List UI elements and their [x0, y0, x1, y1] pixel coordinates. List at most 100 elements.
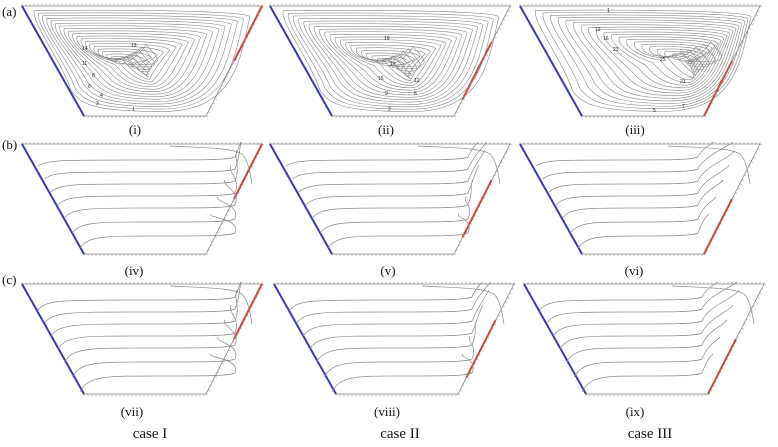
grid-tick — [743, 323, 746, 325]
isotherm — [79, 353, 236, 393]
grid-tick — [226, 214, 229, 216]
contour-value-label: 8 — [92, 73, 95, 79]
cavity-outline — [269, 143, 511, 255]
streamline — [85, 40, 177, 83]
isotherm — [323, 336, 475, 378]
contour-value-label: 2 — [388, 107, 391, 113]
grid-tick — [759, 143, 763, 146]
grid-tick — [491, 178, 495, 181]
contour-value-label: 1 — [607, 8, 610, 14]
grid-tick — [507, 296, 510, 299]
panel-label-iii: (iii) — [625, 122, 645, 137]
grid-tick — [500, 23, 504, 25]
grid-tick — [458, 244, 461, 247]
panel-label-ii: (ii) — [378, 122, 394, 137]
grid-tick — [205, 115, 209, 118]
streamline — [382, 45, 425, 68]
grid-tick — [232, 62, 235, 65]
grid-tick — [739, 332, 742, 334]
grid-tick — [219, 89, 222, 91]
grid-tick — [739, 183, 742, 185]
grid-tick — [210, 244, 213, 247]
streamline — [335, 36, 447, 89]
streamline — [55, 22, 220, 100]
grid-tick — [223, 218, 227, 221]
grid-tick — [750, 23, 754, 25]
grid-tick — [221, 84, 224, 87]
grid-tick — [217, 371, 220, 374]
panel-ii: 19 17 15 12 9 6 2 — [269, 4, 513, 118]
contour-value-label: 7 — [682, 104, 685, 110]
cold-wall — [523, 283, 587, 395]
grid-tick — [748, 165, 751, 168]
isotherm — [546, 282, 739, 324]
isotherm — [562, 179, 724, 219]
grid-tick — [460, 102, 463, 105]
cold-wall — [269, 5, 333, 117]
isotherm — [320, 196, 471, 234]
grid-tick — [507, 10, 510, 12]
hot-wall — [703, 198, 733, 255]
isotherm — [577, 213, 710, 249]
grid-tick — [205, 393, 209, 396]
streamline — [550, 14, 746, 107]
grid-tick — [212, 380, 215, 383]
grid-tick — [496, 32, 499, 34]
case-label-1: case I — [132, 426, 168, 442]
isotherm — [302, 289, 490, 337]
cavity-outline — [273, 283, 515, 395]
grid-tick — [456, 249, 459, 251]
grid-tick — [757, 148, 760, 150]
cold-wall — [519, 143, 583, 255]
streamline — [350, 44, 431, 81]
grid-tick — [232, 340, 235, 343]
panel-label-viii: (viii) — [374, 404, 400, 419]
grid-tick — [212, 240, 215, 243]
grid-tick — [230, 67, 233, 69]
grid-tick — [495, 318, 499, 321]
grid-tick — [753, 18, 756, 21]
grid-tick — [228, 209, 231, 212]
panel-vi — [519, 142, 763, 256]
isotherm — [566, 319, 728, 363]
streamline — [340, 39, 442, 86]
case-label-3: case III — [627, 426, 673, 442]
isotherm — [331, 353, 474, 393]
isotherm — [667, 145, 751, 185]
grid-tick — [761, 288, 764, 290]
grid-tick — [205, 253, 209, 256]
grid-tick — [453, 115, 457, 118]
grid-tick — [507, 148, 510, 150]
grid-tick — [228, 349, 231, 352]
streamline — [626, 38, 716, 81]
panel-i: 14 13 11 86 43 1 — [21, 4, 265, 118]
grid-tick — [741, 178, 745, 181]
isotherm — [57, 304, 237, 350]
grid-tick — [744, 174, 747, 177]
panel-label-v: (v) — [380, 263, 396, 278]
isotherm — [535, 142, 715, 167]
isotherm — [539, 282, 719, 311]
grid-tick — [757, 296, 760, 299]
grid-tick — [214, 376, 218, 378]
hot-wall — [461, 179, 493, 238]
hot-wall — [233, 143, 263, 200]
hot-wall — [233, 5, 263, 62]
contour-value-label: 3 — [96, 101, 99, 107]
isotherm — [37, 282, 242, 311]
panel-label-ix: (ix) — [625, 404, 645, 419]
streamline — [46, 17, 232, 105]
row-label-a: (a) — [2, 4, 17, 19]
grid-tick — [757, 10, 760, 12]
isotherm — [72, 196, 237, 234]
grid-tick — [458, 106, 461, 109]
streamline — [38, 12, 245, 110]
streamline — [319, 28, 463, 96]
grid-tick — [223, 80, 227, 83]
grid-tick — [494, 174, 497, 177]
isotherm — [573, 336, 721, 378]
contour-value-label: 17 — [390, 62, 396, 68]
row-label-c: (c) — [2, 272, 17, 287]
isotherm — [289, 282, 483, 311]
grid-tick — [504, 301, 508, 303]
